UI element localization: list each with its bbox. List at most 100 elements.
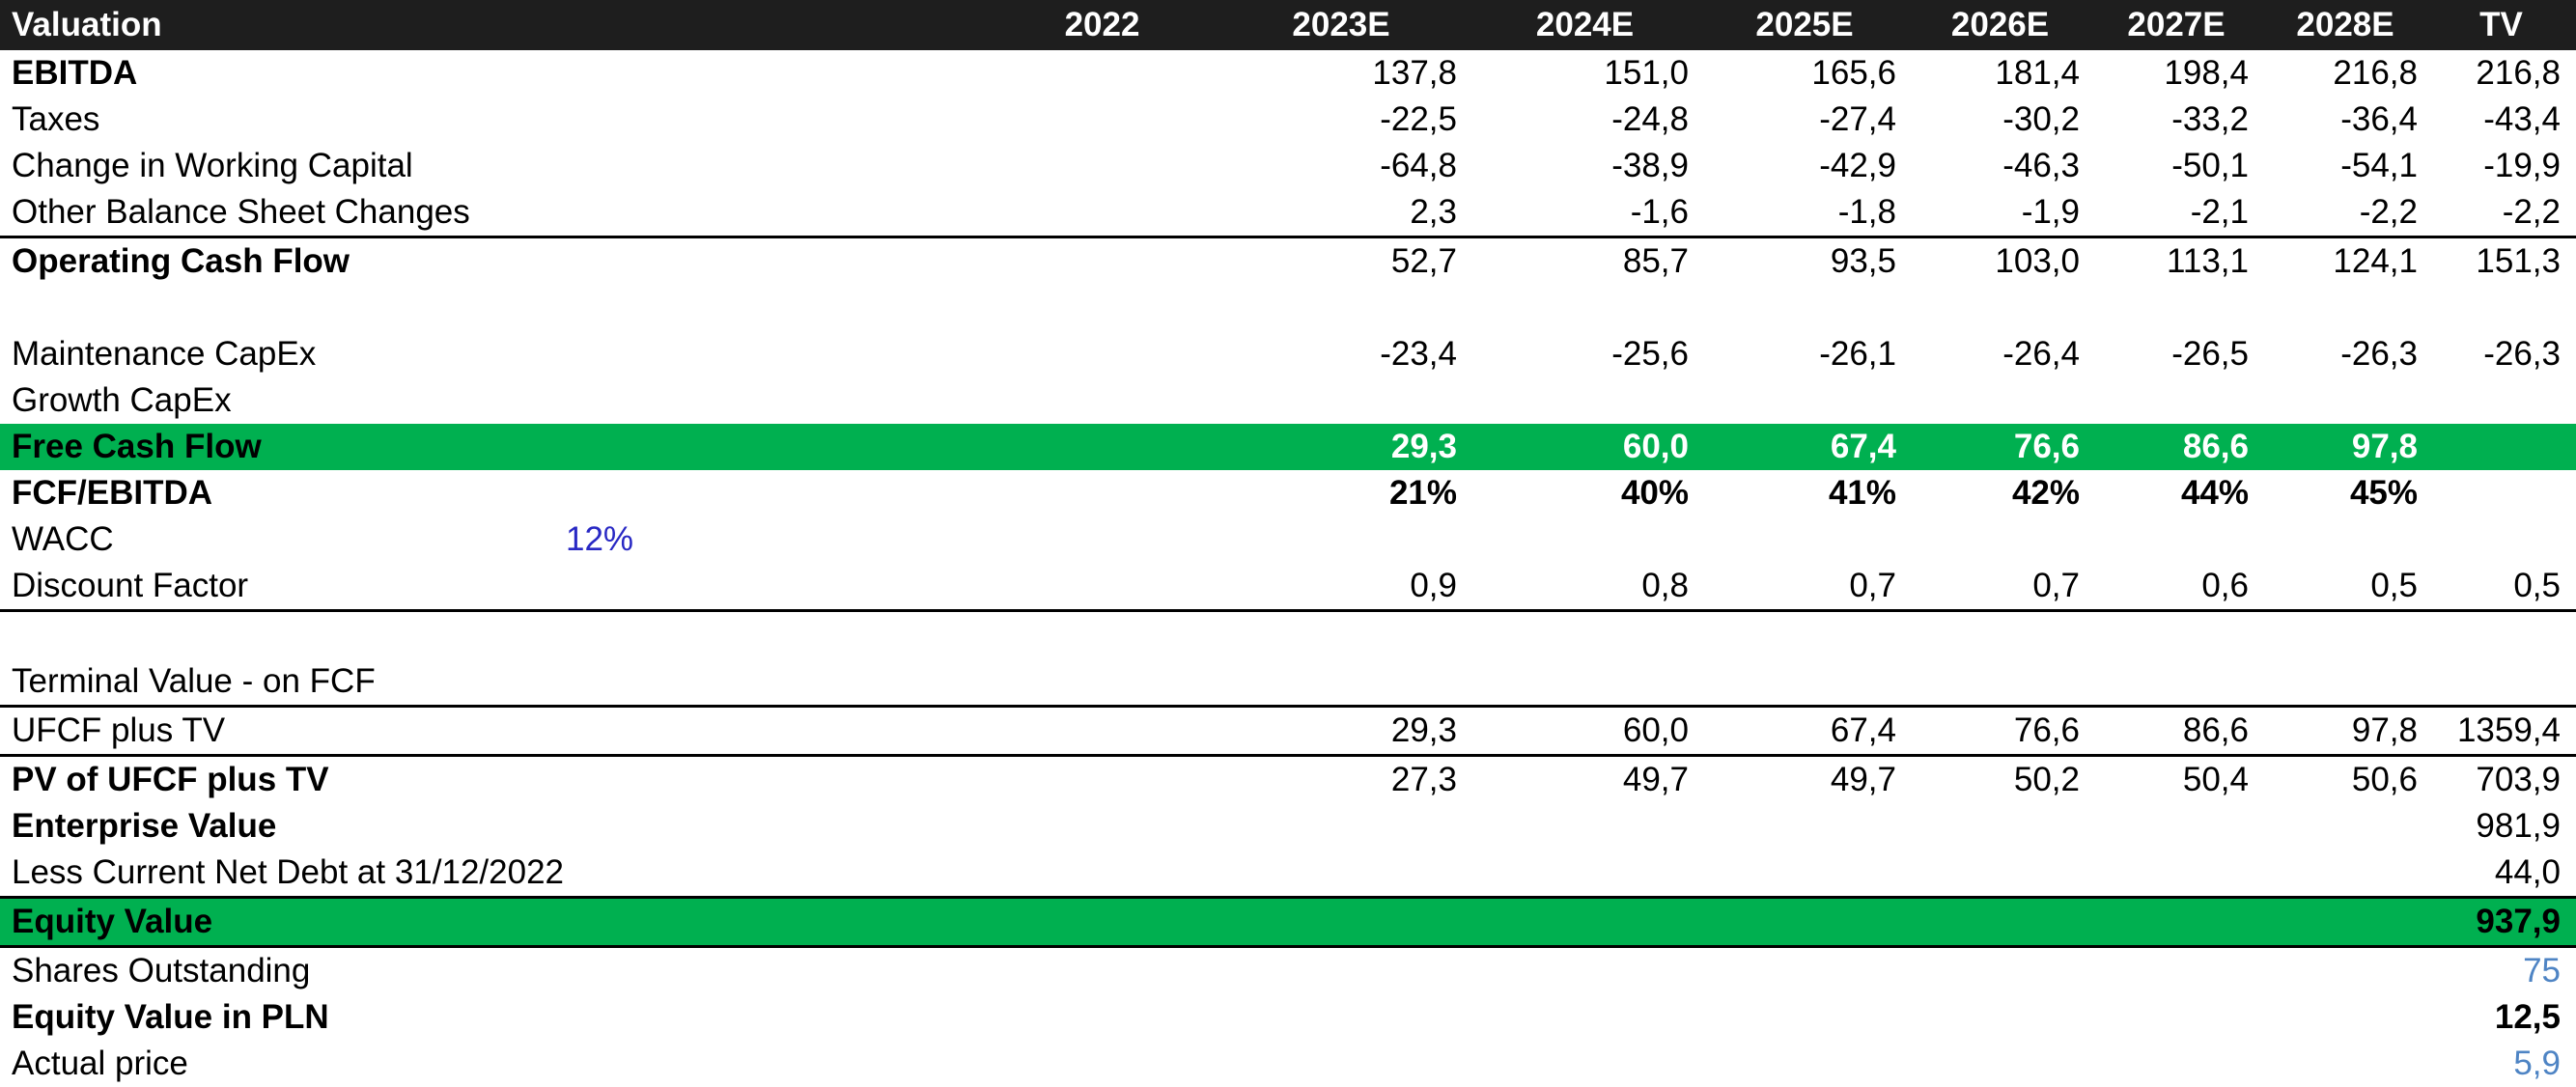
cell-taxes-2025E[interactable]: -27,4: [1819, 100, 1896, 138]
cell-maintenance-capex-2025E[interactable]: -26,1: [1819, 335, 1896, 373]
cell-change-in-working-capital-2027E[interactable]: -50,1: [2171, 147, 2249, 184]
cell-shares-outstanding-TV[interactable]: 75: [2523, 952, 2561, 989]
cell-spacer-2-2028E[interactable]: [2264, 611, 2433, 659]
cell-operating-cash-flow-2028E[interactable]: 124,1: [2333, 242, 2418, 280]
row-label-equity-value-in-pln[interactable]: Equity Value in PLN: [12, 998, 329, 1036]
cell-maintenance-capex-2024E[interactable]: -25,6: [1611, 335, 1689, 373]
cell-spacer-1-2022[interactable]: [994, 285, 1217, 331]
cell-ufcf-plus-tv-2026E[interactable]: 76,6: [2013, 711, 2080, 749]
row-label-enterprise-value[interactable]: Enterprise Value: [12, 807, 277, 845]
row-label-spacer-1[interactable]: [0, 285, 994, 331]
cell-equity-value-in-pln-2022[interactable]: [994, 994, 1217, 1041]
cell-wacc-2027E[interactable]: [2095, 516, 2264, 563]
cell-pv-of-ufcf-plus-tv-2026E[interactable]: 50,2: [2013, 761, 2080, 798]
cell-actual-price-2025E[interactable]: [1704, 1041, 1912, 1087]
cell-spacer-1-2028E[interactable]: [2264, 285, 2433, 331]
cell-terminal-value-2027E[interactable]: [2095, 658, 2264, 707]
cell-equity-value-in-pln-2025E[interactable]: [1704, 994, 1912, 1041]
cell-discount-factor-2022[interactable]: [994, 563, 1217, 611]
wacc-value[interactable]: 12%: [566, 520, 634, 558]
cell-taxes-2028E[interactable]: -36,4: [2340, 100, 2418, 138]
cell-operating-cash-flow-2022[interactable]: [994, 237, 1217, 286]
cell-equity-value-in-pln-2028E[interactable]: [2264, 994, 2433, 1041]
cell-maintenance-capex-2028E[interactable]: -26,3: [2340, 335, 2418, 373]
cell-wacc-2023E[interactable]: [1217, 516, 1472, 563]
cell-maintenance-capex-2023E[interactable]: -23,4: [1380, 335, 1457, 373]
cell-pv-of-ufcf-plus-tv-2023E[interactable]: 27,3: [1390, 761, 1457, 798]
cell-ufcf-plus-tv-2024E[interactable]: 60,0: [1622, 711, 1689, 749]
row-label-free-cash-flow[interactable]: Free Cash Flow: [12, 428, 262, 465]
cell-ebitda-2027E[interactable]: 198,4: [2164, 54, 2249, 92]
cell-equity-value-TV[interactable]: 937,9: [2476, 903, 2561, 940]
header-2023e[interactable]: 2023E: [1217, 0, 1472, 50]
cell-discount-factor-2028E[interactable]: 0,5: [2370, 567, 2418, 604]
row-label-spacer-2[interactable]: [0, 611, 994, 659]
cell-spacer-1-TV[interactable]: [2433, 285, 2576, 331]
cell-terminal-value-2028E[interactable]: [2264, 658, 2433, 707]
cell-actual-price-2024E[interactable]: [1472, 1041, 1704, 1087]
cell-actual-price-2023E[interactable]: [1217, 1041, 1472, 1087]
header-valuation[interactable]: Valuation: [0, 0, 994, 50]
cell-equity-value-in-pln-2023E[interactable]: [1217, 994, 1472, 1041]
cell-enterprise-value-2026E[interactable]: [1912, 803, 2095, 850]
cell-other-balance-sheet-changes-2028E[interactable]: -2,2: [2359, 193, 2418, 231]
cell-maintenance-capex-TV[interactable]: -26,3: [2483, 335, 2561, 373]
cell-spacer-1-2024E[interactable]: [1472, 285, 1704, 331]
row-label-equity-value[interactable]: Equity Value: [12, 903, 213, 940]
cell-other-balance-sheet-changes-2024E[interactable]: -1,6: [1630, 193, 1689, 231]
cell-discount-factor-2024E[interactable]: 0,8: [1641, 567, 1689, 604]
row-label-taxes[interactable]: Taxes: [12, 100, 100, 138]
row-label-pv-of-ufcf-plus-tv[interactable]: PV of UFCF plus TV: [12, 761, 329, 798]
cell-pv-of-ufcf-plus-tv-2027E[interactable]: 50,4: [2182, 761, 2249, 798]
cell-equity-value-2024E[interactable]: [1472, 898, 1704, 947]
cell-actual-price-2027E[interactable]: [2095, 1041, 2264, 1087]
cell-terminal-value-2026E[interactable]: [1912, 658, 2095, 707]
cell-other-balance-sheet-changes-2027E[interactable]: -2,1: [2190, 193, 2249, 231]
cell-taxes-2024E[interactable]: -24,8: [1611, 100, 1689, 138]
cell-fcf-ebitda-2028E[interactable]: 45%: [2349, 474, 2418, 512]
cell-taxes-2022[interactable]: [994, 97, 1217, 143]
cell-pv-of-ufcf-plus-tv-2028E[interactable]: 50,6: [2351, 761, 2418, 798]
cell-ufcf-plus-tv-2022[interactable]: [994, 707, 1217, 756]
cell-wacc-2022[interactable]: [994, 516, 1217, 563]
cell-spacer-2-2025E[interactable]: [1704, 611, 1912, 659]
cell-ufcf-plus-tv-2025E[interactable]: 67,4: [1830, 711, 1896, 749]
cell-growth-capex-2025E[interactable]: [1704, 377, 1912, 424]
cell-discount-factor-2025E[interactable]: 0,7: [1849, 567, 1896, 604]
header-2026e[interactable]: 2026E: [1912, 0, 2095, 50]
cell-free-cash-flow-2023E[interactable]: 29,3: [1390, 428, 1457, 465]
cell-equity-value-2028E[interactable]: [2264, 898, 2433, 947]
cell-shares-outstanding-2027E[interactable]: [2095, 947, 2264, 995]
cell-discount-factor-2027E[interactable]: 0,6: [2201, 567, 2249, 604]
cell-free-cash-flow-TV[interactable]: [2433, 424, 2576, 470]
cell-shares-outstanding-2023E[interactable]: [1217, 947, 1472, 995]
cell-equity-value-in-pln-2024E[interactable]: [1472, 994, 1704, 1041]
cell-change-in-working-capital-2023E[interactable]: -64,8: [1380, 147, 1457, 184]
cell-discount-factor-2023E[interactable]: 0,9: [1410, 567, 1457, 604]
cell-ebitda-TV[interactable]: 216,8: [2476, 54, 2561, 92]
cell-fcf-ebitda-2026E[interactable]: 42%: [2011, 474, 2080, 512]
cell-ebitda-2025E[interactable]: 165,6: [1811, 54, 1896, 92]
cell-ufcf-plus-tv-2028E[interactable]: 97,8: [2351, 711, 2418, 749]
cell-shares-outstanding-2024E[interactable]: [1472, 947, 1704, 995]
cell-maintenance-capex-2027E[interactable]: -26,5: [2171, 335, 2249, 373]
cell-terminal-value-2025E[interactable]: [1704, 658, 1912, 707]
cell-taxes-2023E[interactable]: -22,5: [1380, 100, 1457, 138]
cell-fcf-ebitda-2025E[interactable]: 41%: [1828, 474, 1896, 512]
row-label-growth-capex[interactable]: Growth CapEx: [12, 381, 232, 419]
cell-shares-outstanding-2025E[interactable]: [1704, 947, 1912, 995]
cell-growth-capex-2027E[interactable]: [2095, 377, 2264, 424]
cell-ebitda-2028E[interactable]: 216,8: [2333, 54, 2418, 92]
cell-free-cash-flow-2025E[interactable]: 67,4: [1830, 428, 1896, 465]
cell-free-cash-flow-2027E[interactable]: 86,6: [2182, 428, 2249, 465]
cell-fcf-ebitda-2024E[interactable]: 40%: [1620, 474, 1689, 512]
cell-actual-price-2028E[interactable]: [2264, 1041, 2433, 1087]
cell-spacer-2-TV[interactable]: [2433, 611, 2576, 659]
cell-wacc-TV[interactable]: [2433, 516, 2576, 563]
cell-free-cash-flow-2024E[interactable]: 60,0: [1622, 428, 1689, 465]
cell-ebitda-2026E[interactable]: 181,4: [1995, 54, 2080, 92]
cell-change-in-working-capital-TV[interactable]: -19,9: [2483, 147, 2561, 184]
cell-fcf-ebitda-2023E[interactable]: 21%: [1388, 474, 1457, 512]
row-label-wacc[interactable]: WACC 12%: [0, 516, 994, 563]
cell-free-cash-flow-2022[interactable]: [994, 424, 1217, 470]
